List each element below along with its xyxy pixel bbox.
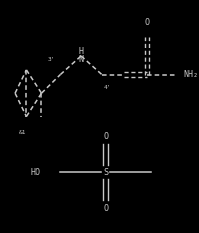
Text: S: S bbox=[103, 168, 108, 177]
Text: 4': 4' bbox=[104, 85, 111, 90]
Text: NH₂: NH₂ bbox=[183, 70, 198, 79]
Text: O: O bbox=[103, 204, 108, 213]
Text: HO: HO bbox=[31, 168, 41, 177]
Text: &1: &1 bbox=[19, 130, 26, 135]
Text: O: O bbox=[103, 132, 108, 141]
Text: H
N: H N bbox=[79, 48, 84, 64]
Text: O: O bbox=[145, 18, 150, 27]
Text: 3': 3' bbox=[47, 57, 55, 62]
